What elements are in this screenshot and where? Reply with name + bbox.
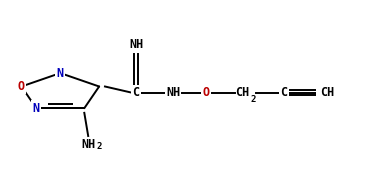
Text: O: O: [203, 86, 210, 99]
Text: C: C: [280, 86, 287, 99]
Text: CH: CH: [235, 86, 249, 99]
Text: 2: 2: [96, 142, 102, 151]
Text: NH: NH: [129, 38, 143, 51]
Text: C: C: [133, 86, 140, 99]
Text: N: N: [57, 67, 64, 80]
Text: NH: NH: [82, 138, 96, 151]
Text: O: O: [18, 80, 25, 93]
Text: NH: NH: [166, 86, 180, 99]
Text: 2: 2: [250, 95, 256, 104]
Text: CH: CH: [321, 86, 335, 99]
Text: N: N: [33, 102, 40, 115]
